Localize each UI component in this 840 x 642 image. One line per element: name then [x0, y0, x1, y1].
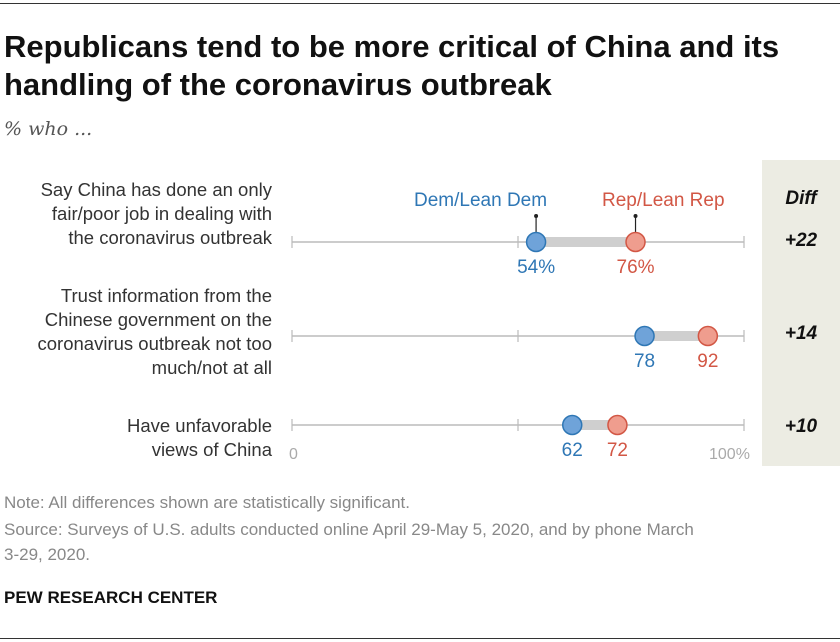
diff-header: Diff [785, 188, 817, 209]
dem-dot-row-3 [561, 414, 583, 436]
chart-subtitle: % who ... [4, 118, 93, 140]
row-1-line-3: the coronavirus outbreak [68, 227, 272, 248]
rep-value-label-row-1: 76% [617, 257, 655, 278]
row-label-3: Have unfavorable views of China [127, 414, 272, 462]
row-2-line-1: Trust information from the [60, 285, 272, 306]
bottom-rule [0, 638, 840, 639]
note: Note: All differences shown are statisti… [4, 493, 410, 512]
brand-footer: PEW RESEARCH CENTER [4, 588, 218, 607]
dem-value-label-row-1: 54% [517, 257, 555, 278]
row-3-line-1: Have unfavorable [126, 415, 272, 436]
row-2-line-3: coronavirus outbreak not too [37, 333, 272, 354]
diff-value-row-1: +22 [784, 230, 818, 251]
legend-pointer-rep-dot [633, 214, 638, 218]
diff-value-row-2: +14 [784, 323, 818, 344]
row-2-line-4: much/not at all [151, 357, 272, 378]
diff-column-background [762, 160, 840, 466]
row-1-line-1: Say China has done an only [40, 179, 272, 200]
dem-dot-row-1 [525, 231, 547, 253]
diff-value-row-3: +10 [784, 416, 818, 437]
legend-dem: Dem/Lean Dem [414, 190, 548, 211]
source-line-2: 3-29, 2020. [4, 545, 91, 564]
dem-dot-row-2 [634, 325, 655, 347]
axis-min-label: 0 [289, 446, 298, 463]
row-label-1: Say China has done an only fair/poor job… [41, 178, 272, 250]
dem-value-label-row-3: 62 [562, 440, 583, 461]
dem-value-label-row-2: 78 [634, 351, 655, 372]
row-2-line-2: Chinese government on the [44, 309, 272, 330]
rep-dot-row-3 [607, 414, 628, 436]
top-rule [0, 3, 840, 4]
legend-rep: Rep/Lean Rep [602, 190, 725, 211]
row-label-2: Trust information from the Chinese gover… [38, 284, 272, 380]
source-line-1: Source: Surveys of U.S. adults conducted… [4, 520, 694, 539]
rep-dot-row-2 [697, 325, 719, 347]
row-3-line-2: views of China [151, 439, 272, 460]
row-1-line-2: fair/poor job in dealing with [51, 203, 272, 224]
chart-title: Republicans tend to be more critical of … [4, 29, 780, 102]
legend-pointer-dem-dot [534, 214, 539, 218]
rep-dot-row-1 [625, 231, 646, 253]
rep-value-label-row-2: 92 [697, 351, 718, 372]
rep-value-label-row-3: 72 [607, 440, 628, 461]
axis-max-label: 100% [709, 446, 750, 463]
